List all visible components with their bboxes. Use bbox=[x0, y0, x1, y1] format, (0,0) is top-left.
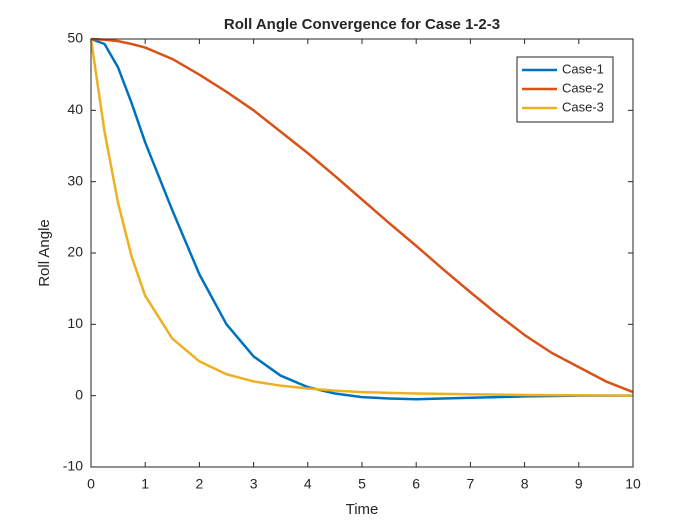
y-tick-label: 40 bbox=[67, 101, 83, 117]
x-tick-label: 4 bbox=[304, 476, 312, 492]
series-line bbox=[90, 37, 633, 401]
x-tick-label: 6 bbox=[412, 476, 420, 492]
x-tick-label: 10 bbox=[625, 476, 641, 492]
y-tick-label: -10 bbox=[63, 458, 83, 474]
series-line bbox=[90, 37, 634, 394]
x-tick-label: 1 bbox=[141, 476, 149, 492]
y-axis-label: Roll Angle bbox=[36, 219, 53, 287]
legend-label: Case-2 bbox=[562, 80, 604, 95]
series-line bbox=[89, 38, 634, 397]
y-tick-label: 30 bbox=[67, 172, 83, 188]
y-tick-label: 20 bbox=[67, 244, 83, 260]
x-tick-label: 5 bbox=[358, 476, 366, 492]
y-tick-label: 0 bbox=[75, 386, 83, 402]
x-tick-label: 2 bbox=[196, 476, 204, 492]
x-tick-label: 9 bbox=[575, 476, 583, 492]
y-tick-label: 50 bbox=[67, 30, 83, 46]
chart-title: Roll Angle Convergence for Case 1-2-3 bbox=[224, 16, 500, 33]
legend-label: Case-1 bbox=[562, 61, 604, 76]
x-tick-label: 3 bbox=[250, 476, 258, 492]
y-tick-label: 10 bbox=[67, 315, 83, 331]
legend-label: Case-3 bbox=[562, 99, 604, 114]
axes-box bbox=[90, 38, 634, 468]
x-axis-label: Time bbox=[346, 501, 379, 518]
x-tick-label: 7 bbox=[467, 476, 475, 492]
x-tick-label: 8 bbox=[521, 476, 529, 492]
x-tick-label: 0 bbox=[87, 476, 95, 492]
